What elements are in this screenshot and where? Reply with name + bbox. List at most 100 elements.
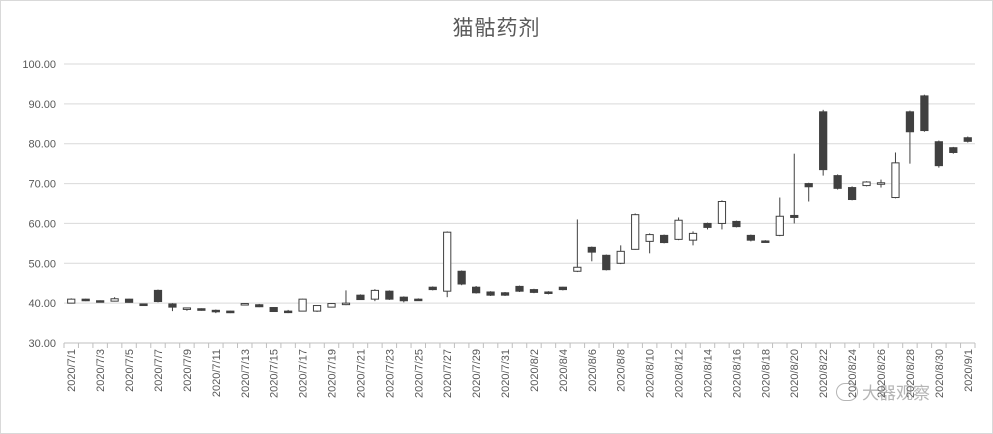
candle — [934, 140, 943, 168]
candle — [284, 309, 293, 314]
candle — [96, 300, 105, 303]
candle — [197, 308, 206, 311]
x-tick-label: 2020/7/7 — [153, 349, 165, 392]
candle — [356, 294, 365, 301]
x-tick-label: 2020/8/26 — [876, 349, 888, 398]
candle — [544, 291, 553, 295]
y-axis-labels: 30.00 40.00 50.00 60.00 70.00 80.00 90.00 100.0… — [22, 59, 56, 350]
candle-body-down — [472, 286, 481, 294]
x-tick-label: 2020/7/3 — [95, 349, 107, 392]
candle — [905, 110, 915, 164]
candle — [385, 290, 394, 300]
chart-title: 猫骷药剂 — [452, 16, 541, 40]
x-tick-label: 2020/8/12 — [674, 349, 686, 398]
x-tick-label: 2020/8/6 — [587, 349, 599, 392]
candle-body-down — [819, 111, 828, 171]
x-tick-label: 2020/8/22 — [818, 349, 830, 398]
candle — [847, 186, 857, 201]
candle — [862, 181, 871, 187]
candle-body-down — [255, 304, 264, 308]
candle — [602, 254, 611, 271]
x-tick-label: 2020/7/29 — [471, 349, 483, 398]
x-tick-label: 2020/7/27 — [442, 349, 454, 398]
candle-body-up — [370, 289, 380, 300]
candle-body-down — [81, 298, 90, 302]
candle-body-down — [732, 220, 741, 228]
candle — [746, 234, 755, 242]
x-tick-label: 2020/7/31 — [500, 349, 512, 398]
candle-body-down — [500, 292, 510, 296]
y-tick-label: 70.00 — [28, 179, 56, 191]
x-tick-label: 2020/7/15 — [269, 349, 281, 398]
candle-body-up — [67, 298, 76, 304]
candle-body-up — [891, 162, 900, 199]
candle-body-up — [674, 219, 683, 240]
candle-body-up — [775, 215, 784, 236]
candle-body-up — [443, 231, 452, 292]
candle-body-down — [269, 307, 278, 313]
candle — [804, 182, 813, 202]
candle — [269, 307, 278, 313]
candle-body-down — [399, 296, 408, 302]
candle — [558, 286, 567, 291]
x-tick-label: 2020/7/9 — [182, 349, 194, 392]
x-tick-label: 2020/8/2 — [529, 349, 541, 392]
candle-body-up — [717, 201, 727, 224]
candle — [139, 303, 148, 307]
candle — [833, 174, 842, 190]
candle-body-up — [645, 234, 654, 242]
candle-body-down — [804, 183, 813, 188]
candle — [312, 305, 322, 312]
x-axis-labels: 2020/7/1 2020/7/3 2020/7/5 2020/7/7 2020/7/9… — [66, 349, 975, 398]
candle — [370, 289, 380, 302]
candle — [486, 291, 495, 296]
y-tick-label: 40.00 — [28, 298, 56, 310]
candle-body-down — [457, 270, 466, 285]
candle-body-down — [356, 294, 365, 301]
candle — [587, 246, 596, 262]
candle — [182, 307, 192, 311]
candle-body-down — [153, 289, 163, 303]
candle — [645, 233, 654, 254]
y-tick-label: 60.00 — [28, 218, 56, 230]
candle-body-down — [414, 298, 423, 302]
x-tick-label: 2020/8/16 — [731, 349, 743, 398]
candle-body-down — [168, 303, 177, 308]
candle-body-down — [949, 147, 958, 153]
x-tick-label: 2020/7/23 — [384, 349, 396, 398]
candle — [949, 146, 958, 154]
candle — [659, 234, 669, 244]
candle-body-down — [226, 310, 235, 314]
candle — [515, 285, 524, 292]
candle-body-down — [529, 289, 539, 293]
candle — [529, 288, 539, 294]
candle-body-down — [284, 310, 293, 314]
candle-body-down — [761, 240, 770, 243]
x-tick-label: 2020/8/8 — [616, 349, 628, 392]
candle — [920, 94, 929, 132]
candle — [761, 240, 770, 243]
candle — [876, 179, 886, 188]
wechat-icon — [836, 382, 858, 401]
candle — [891, 152, 900, 199]
candle — [226, 310, 235, 314]
candle-body-down — [963, 137, 972, 142]
candle — [399, 296, 408, 303]
candle-body-down — [602, 254, 611, 271]
candle — [428, 286, 437, 291]
candle — [414, 298, 423, 302]
candle-body-down — [558, 286, 567, 291]
candle-body-down — [934, 141, 943, 167]
x-tick-label: 2020/7/1 — [66, 349, 78, 392]
x-tick-label: 2020/7/25 — [413, 349, 425, 398]
candle-body-down — [124, 298, 134, 303]
candle — [963, 136, 972, 143]
candle — [775, 197, 784, 237]
candle-body-down — [385, 290, 394, 300]
candle — [674, 217, 683, 241]
x-tick-label: 2020/7/17 — [298, 349, 310, 398]
candle — [790, 153, 799, 224]
x-tick-label: 2020/8/14 — [702, 349, 714, 398]
x-tick-label: 2020/7/13 — [240, 349, 252, 398]
